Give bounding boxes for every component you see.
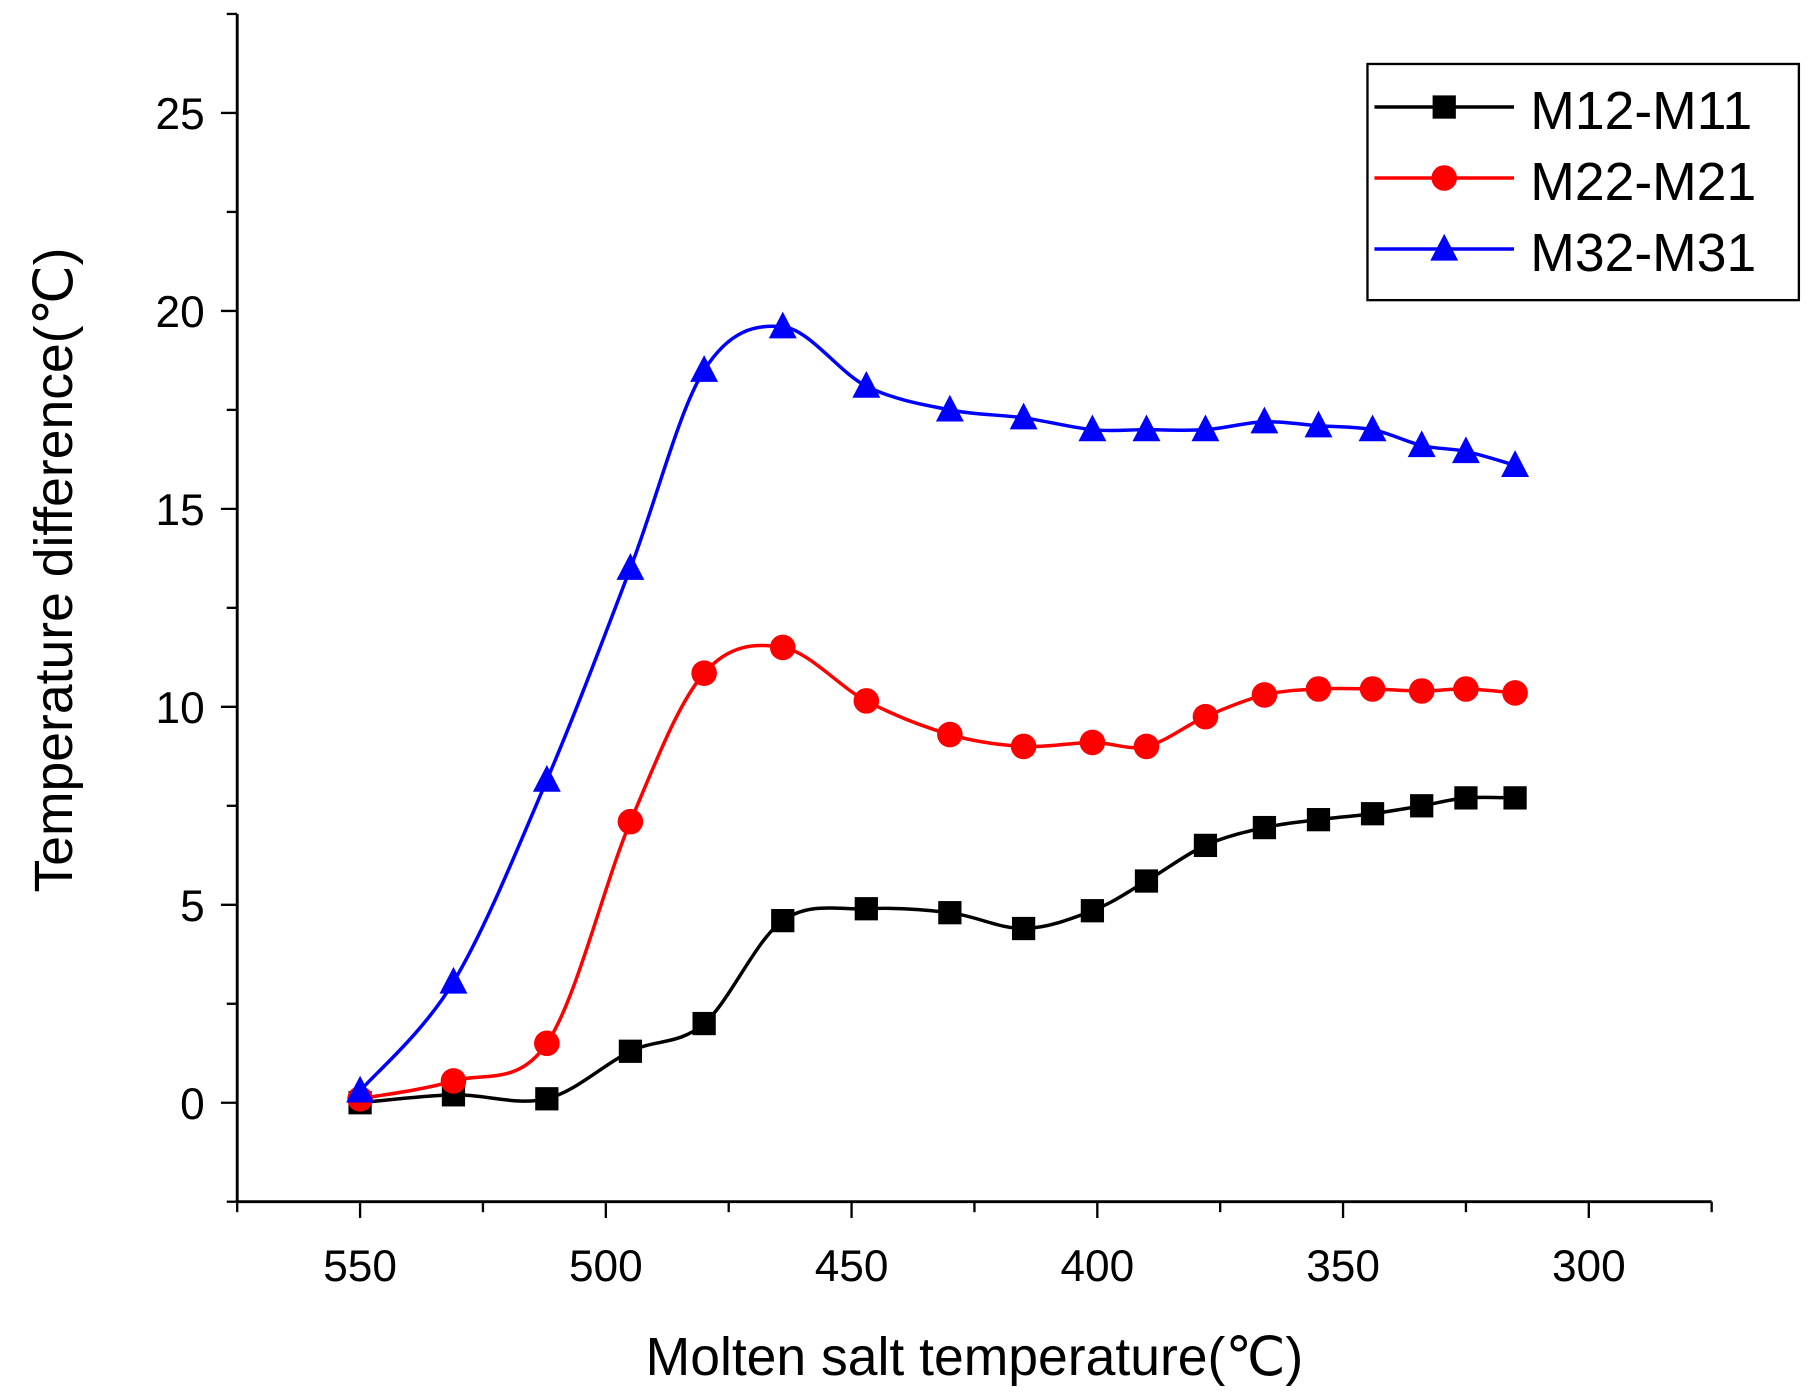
y-axis-label: Temperature difference(℃) [25, 248, 84, 893]
data-point [853, 688, 880, 714]
data-point [346, 1075, 375, 1103]
data-point [1358, 414, 1387, 442]
data-point [1306, 808, 1331, 832]
data-point [439, 966, 468, 994]
legend-marker-square [1432, 95, 1456, 119]
legend: M12-M11 M22-M21 M32-M31 [1366, 62, 1801, 302]
data-point [1250, 406, 1279, 434]
legend-marker-triangle [1430, 233, 1459, 261]
data-point [692, 1011, 716, 1036]
data-point [769, 634, 796, 661]
y-tick-label: 25 [156, 90, 205, 139]
data-point [1501, 450, 1530, 477]
series-line [358, 324, 1516, 1093]
x-tick-label: 500 [569, 1242, 643, 1291]
legend-label: M12-M11 [1530, 82, 1752, 141]
y-tick-label: 5 [180, 882, 205, 931]
data-point [1360, 802, 1385, 826]
data-point [1080, 899, 1105, 923]
x-tick-label: 350 [1306, 1242, 1380, 1291]
data-point [1410, 794, 1434, 818]
data-point [1079, 729, 1106, 756]
data-point [1010, 733, 1037, 760]
data-point [691, 660, 717, 686]
data-point [1252, 815, 1277, 840]
data-point [616, 553, 645, 580]
data-point [1134, 869, 1159, 893]
series-line [359, 643, 1516, 1101]
data-point [854, 897, 878, 921]
data-point [1451, 436, 1480, 464]
data-point [1192, 703, 1219, 730]
axes: 550 500 450 400 350 300 0 5 10 15 20 25 [156, 12, 1713, 1291]
legend-label: M22-M21 [1530, 153, 1756, 212]
data-point [1304, 410, 1333, 438]
series-m12-m11 [348, 786, 1527, 1115]
series-group [346, 311, 1530, 1115]
data-point [532, 764, 561, 792]
data-point [1407, 430, 1436, 458]
data-point [1078, 414, 1107, 442]
y-tick-label: 0 [180, 1080, 205, 1129]
y-tick-label: 15 [156, 486, 205, 535]
data-point [1453, 676, 1479, 702]
series-m32-m31 [346, 311, 1530, 1103]
data-point [1193, 833, 1218, 858]
data-point [1133, 733, 1160, 760]
legend-marker-circle [1431, 165, 1458, 191]
data-point [618, 1039, 643, 1063]
data-point [535, 1087, 559, 1111]
data-point [440, 1068, 467, 1094]
data-point [1191, 414, 1220, 442]
x-tick-label: 300 [1552, 1242, 1626, 1291]
data-point [1408, 678, 1435, 704]
data-point [1502, 680, 1528, 706]
data-point [690, 355, 719, 382]
data-point [1454, 786, 1478, 810]
legend-label: M32-M31 [1530, 224, 1756, 283]
y-tick-label: 10 [156, 684, 205, 733]
x-tick-label: 450 [815, 1242, 889, 1291]
data-point [1132, 414, 1161, 442]
data-point [617, 808, 644, 835]
data-point [771, 908, 795, 933]
data-point [852, 371, 881, 398]
y-tick-label: 20 [156, 288, 205, 337]
data-point [1359, 676, 1386, 702]
x-tick-label: 400 [1060, 1242, 1134, 1291]
data-point [938, 901, 962, 925]
data-point [935, 394, 964, 422]
series-m22-m21 [347, 634, 1528, 1112]
data-point [1305, 676, 1332, 702]
data-point [768, 311, 797, 339]
x-axis-label: Molten salt temperature(℃) [646, 1328, 1304, 1387]
data-point [937, 721, 963, 748]
data-point [1503, 786, 1527, 810]
data-point [1011, 916, 1036, 941]
data-point [1009, 402, 1038, 430]
data-point [1251, 682, 1278, 708]
data-point [534, 1030, 560, 1057]
x-tick-label: 550 [323, 1242, 397, 1291]
